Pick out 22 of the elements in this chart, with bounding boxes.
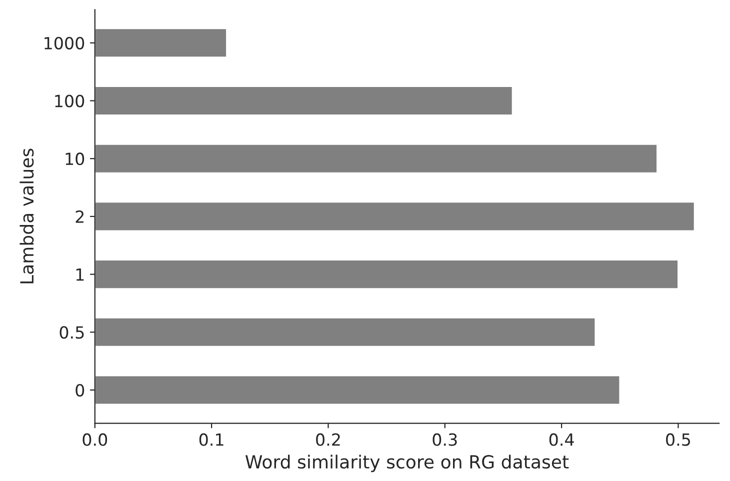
bar [94,317,596,348]
y-tick-label: 1 [76,268,84,281]
y-tick-label: 2 [76,210,84,223]
y-tick-label: 100 [55,94,84,108]
x-tick-label: 0.1 [199,433,224,446]
bar [94,201,696,232]
x-tick-label: 0.4 [549,433,574,446]
y-axis-title: Lambda values [20,148,34,284]
x-tick-label: 0.3 [432,433,457,446]
bar [94,259,679,290]
y-tick-label: 10 [66,152,84,166]
x-tick-label: 0.0 [82,433,108,446]
y-tick-label: 1000 [44,36,84,50]
y-tick-label: 0.5 [60,326,84,339]
x-axis-title: Word similarity score on RG dataset [245,454,569,472]
bar [94,86,514,116]
y-tick-label: 0 [76,384,84,397]
bar [94,143,658,174]
x-tick-label: 0.5 [666,433,690,446]
bar [94,374,621,406]
x-tick-label: 0.2 [316,433,340,446]
bar [94,28,228,58]
